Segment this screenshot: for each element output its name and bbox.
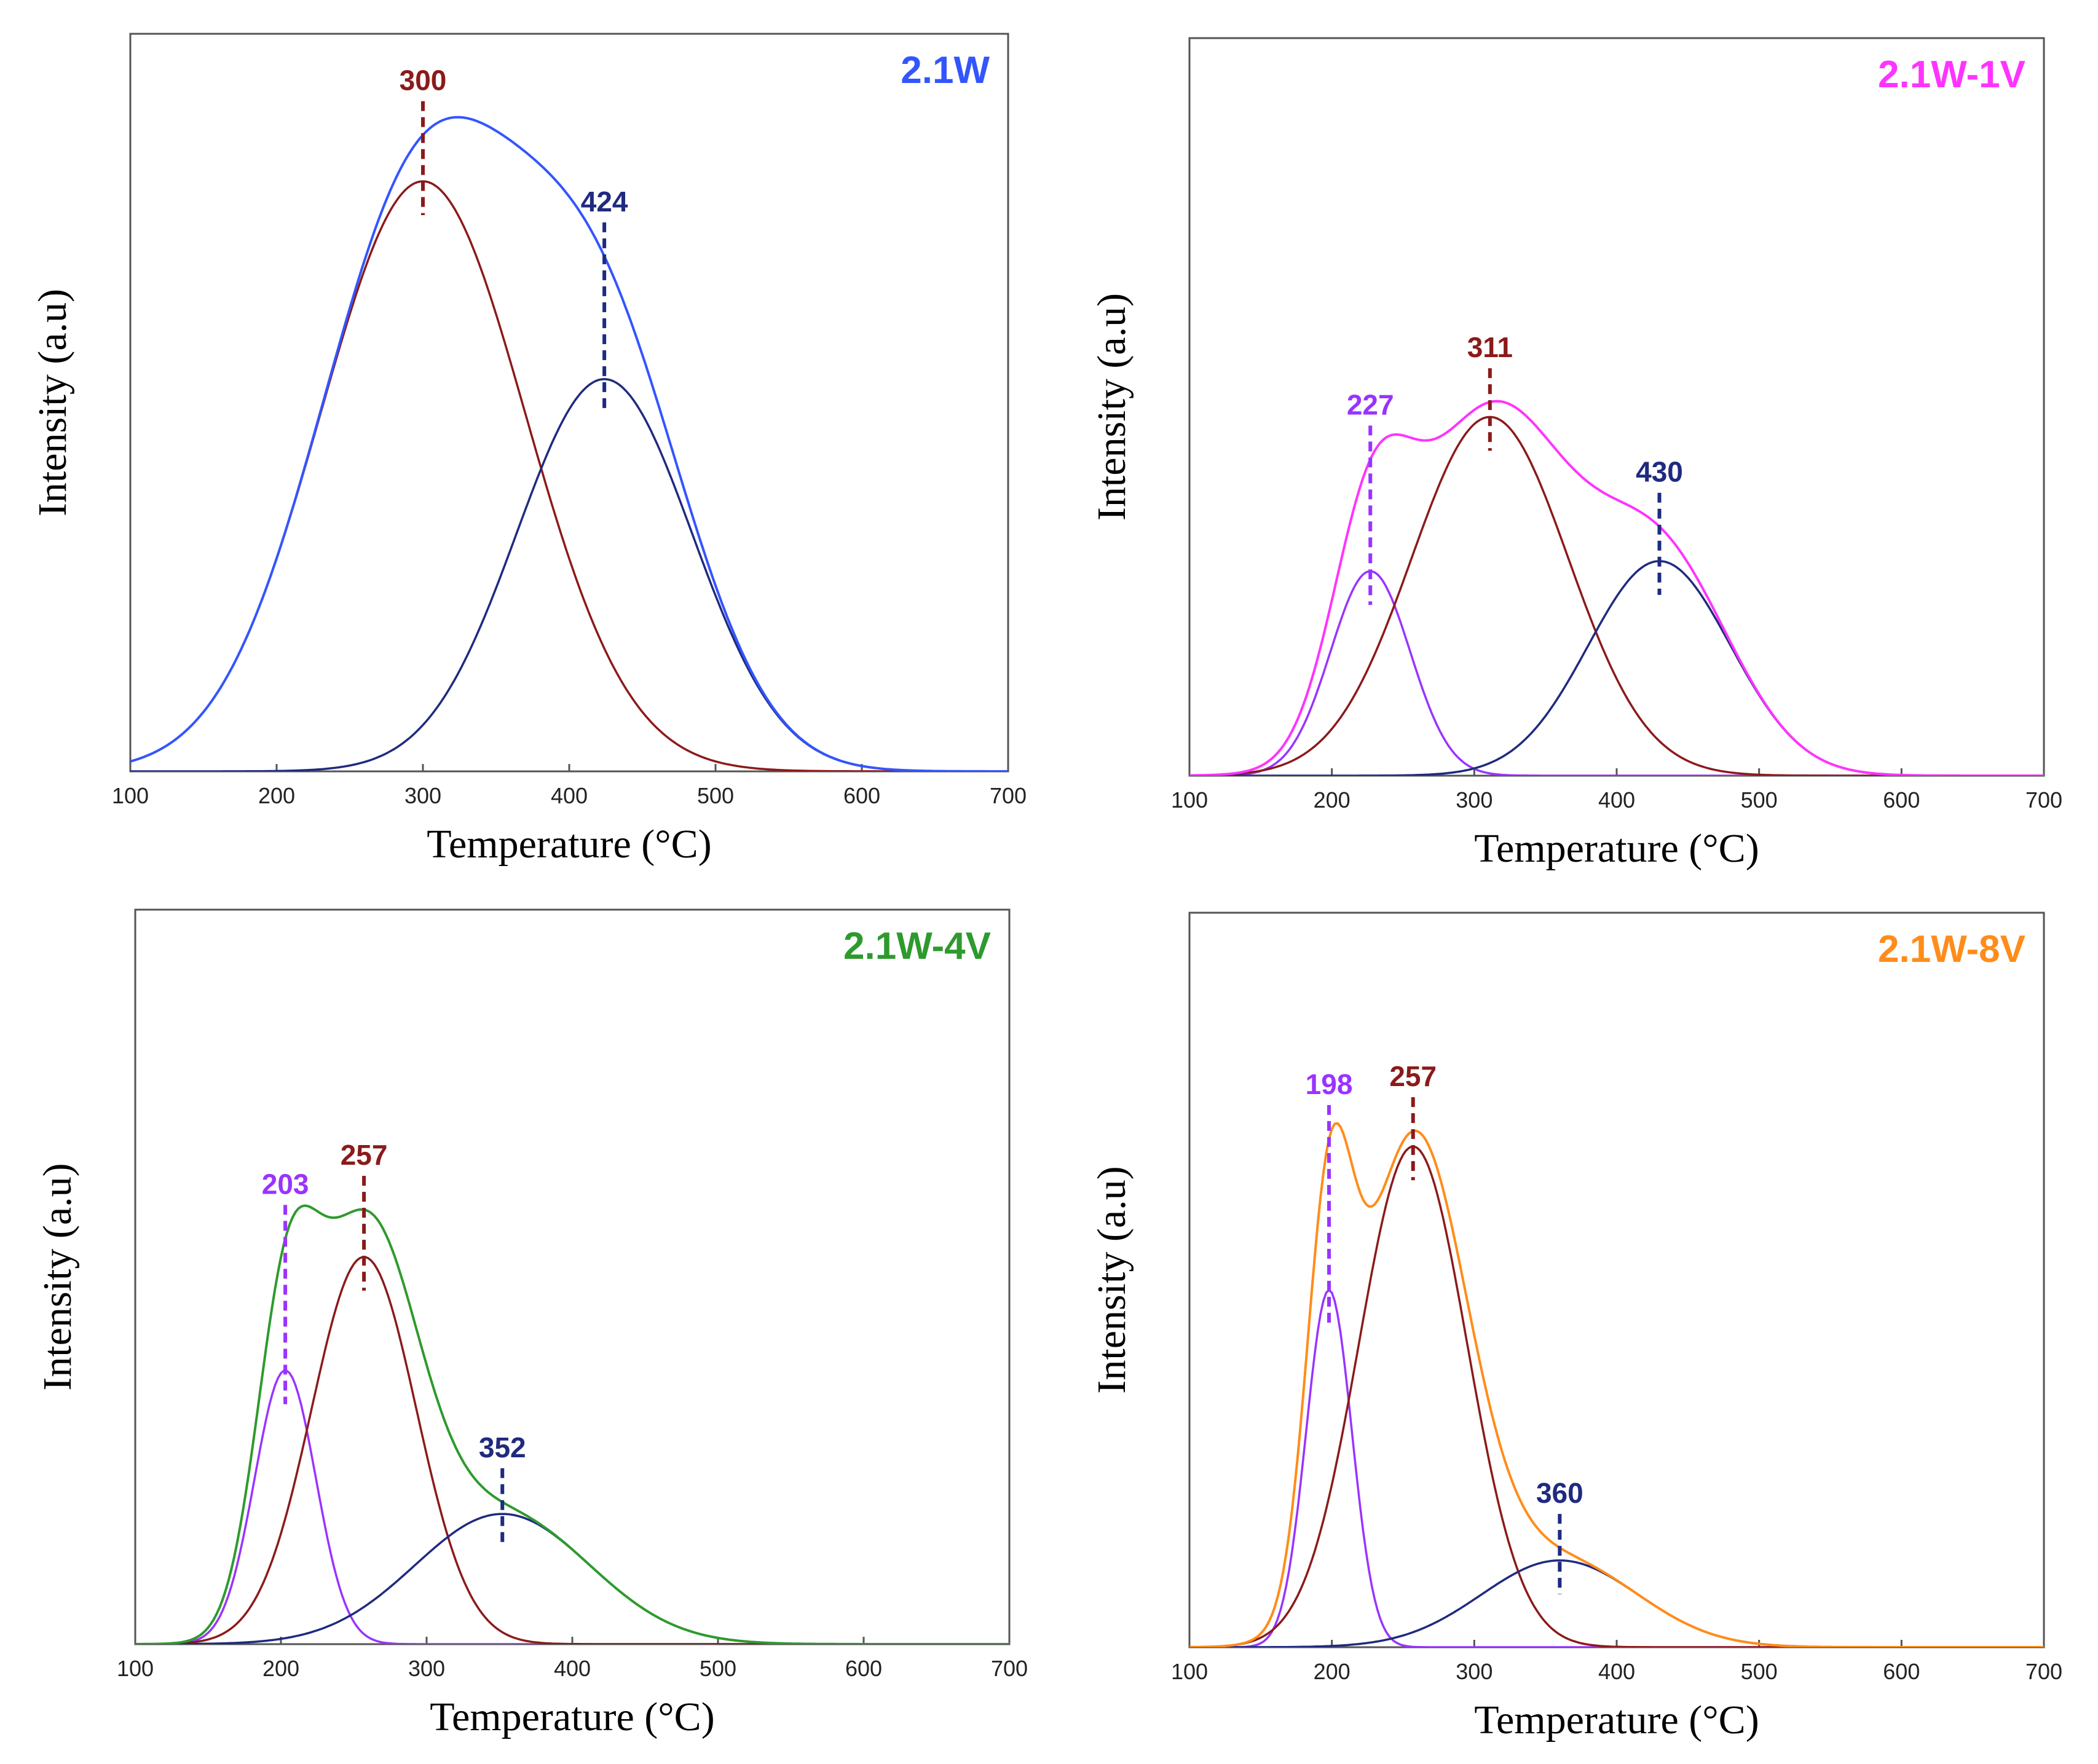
peak-label: 360 [1536,1477,1583,1509]
y-axis-label: Intensity (a.u) [30,289,75,516]
peak-curve-352 [135,1513,1009,1644]
peak-label: 203 [262,1168,309,1200]
x-tick-label: 300 [1456,1659,1493,1684]
overall-curve [1189,400,2044,776]
peak-curve-227 [1189,570,2044,776]
x-tick-label: 500 [1741,787,1778,813]
x-tick-label: 400 [1598,787,1635,813]
x-tick-label: 100 [1171,787,1208,813]
peak-curve-257 [1189,1145,2044,1647]
x-tick-label: 200 [1314,787,1351,813]
panel-top-right: 100 200 300 400 500 600 700 Temperature (°C) Int… [1089,37,2062,871]
x-tick-label: 300 [404,783,441,808]
x-tick-label: 400 [1598,1659,1635,1684]
overall-curve [135,1204,1009,1644]
panel-title: 2.1W [901,49,990,92]
x-axis-label: Temperature (°C) [1474,1698,1759,1742]
peak-curve-424 [130,378,1008,771]
plot-frame [134,908,1011,1645]
y-axis-label: Intensity (a.u) [1089,1166,1134,1393]
panel-title: 2.1W-1V [1878,53,2025,96]
x-axis-label: Temperature (°C) [1474,826,1759,871]
peak-curve-300 [130,180,1008,771]
plot-frame [129,33,1009,773]
peak-label: 424 [581,186,628,218]
panel-bottom-right: 100 200 300 400 500 600 700 Temperature (°C) Int… [1089,912,2062,1742]
x-tick-label: 700 [991,1656,1028,1681]
x-axis-label: Temperature (°C) [427,822,711,867]
peak-curve-257 [135,1256,1009,1644]
peak-label: 352 [479,1431,526,1463]
plot-frame [1188,912,2045,1648]
overall-curve [130,116,1008,771]
x-tick-label: 100 [1171,1659,1208,1684]
x-tick-label: 500 [697,783,734,808]
peak-label: 257 [341,1139,388,1171]
x-tick-label: 300 [408,1656,445,1681]
x-tick-label: 500 [1741,1659,1778,1684]
x-axis-label: Temperature (°C) [430,1695,714,1739]
x-tick-label: 300 [1456,787,1493,813]
x-tick-label: 200 [258,783,295,808]
peak-label: 257 [1389,1060,1437,1092]
x-tick-label: 200 [1314,1659,1351,1684]
x-tick-label: 600 [1883,787,1920,813]
x-tick-label: 400 [551,783,588,808]
plot-frame [1188,37,2045,777]
overall-curve [1189,1122,2044,1647]
x-tick-label: 200 [262,1656,299,1681]
x-tick-label: 100 [117,1656,154,1681]
x-tick-label: 600 [843,783,880,808]
peak-label: 300 [400,65,447,96]
panel-bottom-left: 100 200 300 400 500 600 700 Temperature (°C) Int… [35,908,1028,1739]
x-tick-label: 700 [2025,1659,2062,1684]
panel-title: 2.1W-4V [843,925,991,967]
x-tick-label: 600 [1883,1659,1920,1684]
peak-label: 227 [1347,388,1394,420]
x-tick-label: 700 [2025,787,2062,813]
x-tick-label: 400 [554,1656,591,1681]
peak-curve-198 [1189,1288,2044,1647]
x-tick-label: 700 [990,783,1027,808]
y-axis-label: Intensity (a.u) [35,1163,80,1390]
peak-curve-360 [1189,1559,2044,1647]
y-axis-label: Intensity (a.u) [1089,293,1134,521]
panel-top-left: 100 200 300 400 500 600 700 Temperature (°C) Int… [30,33,1027,867]
peak-label: 311 [1467,331,1513,363]
peak-label: 430 [1636,456,1683,488]
x-tick-label: 100 [112,783,149,808]
peak-curve-311 [1189,415,2044,776]
x-tick-label: 500 [700,1656,736,1681]
peak-label: 198 [1306,1068,1353,1100]
panel-title: 2.1W-8V [1878,928,2025,971]
peak-curve-203 [135,1369,1009,1644]
x-tick-label: 600 [845,1656,882,1681]
